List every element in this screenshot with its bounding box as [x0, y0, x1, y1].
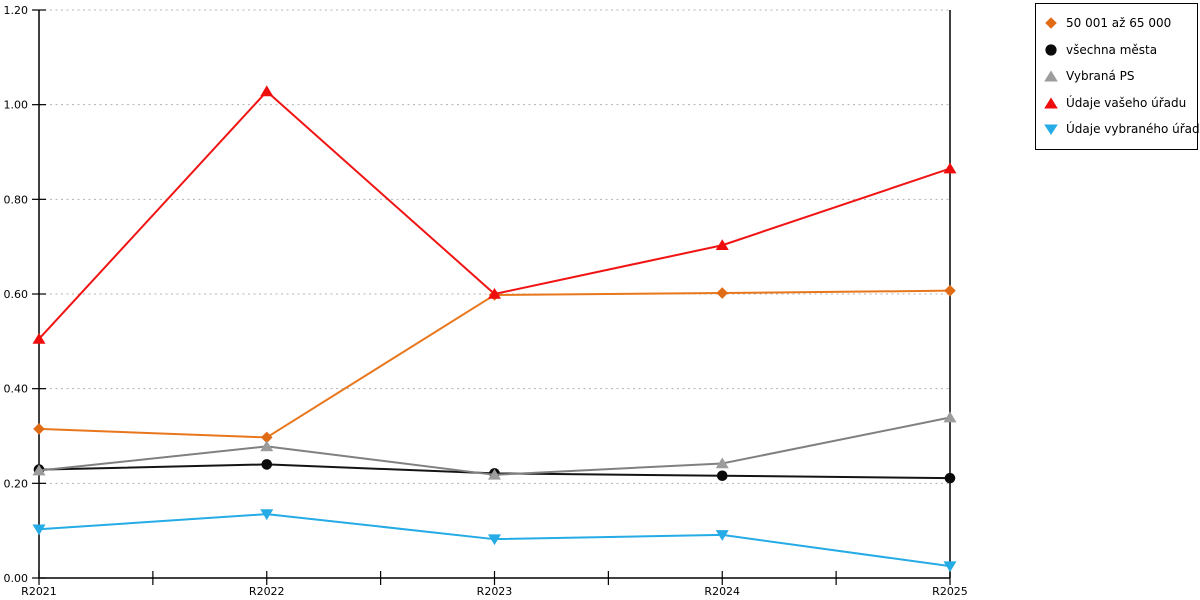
triangle-up-marker-icon [32, 464, 46, 476]
x-tick-label: R2025 [932, 585, 968, 598]
diamond-marker-icon [944, 284, 956, 297]
triangle-up-marker-icon [32, 332, 46, 344]
x-tick-label: R2023 [477, 585, 513, 598]
legend-label: 50 001 až 65 000 [1066, 16, 1172, 31]
triangle-down-marker-icon [260, 509, 274, 521]
diamond-marker-icon [260, 431, 273, 444]
triangle-up-marker-icon [943, 411, 957, 423]
y-tick-label: 0.40 [4, 383, 29, 396]
series-0-line [38, 289, 951, 439]
y-tick-label: 0.80 [4, 193, 29, 206]
circle-marker-icon [1045, 44, 1057, 56]
triangle-up-marker-icon [1044, 97, 1058, 109]
y-tick-label: 1.20 [4, 4, 29, 17]
legend-item: Údaje vybraného úřadu [1043, 116, 1200, 143]
legend-label: Údaje vybraného úřadu [1066, 122, 1200, 137]
triangle-down-marker-icon [943, 561, 957, 573]
triangle-up-marker-icon [488, 468, 501, 480]
y-tick-label: 0.60 [4, 288, 29, 301]
circle-marker-icon [716, 470, 728, 482]
legend-label: Údaje vašeho úřadu [1066, 95, 1187, 110]
diamond-marker-icon [716, 287, 729, 299]
diamond-marker-icon [1045, 17, 1057, 30]
legend-label: Vybraná PS [1066, 69, 1135, 84]
triangle-up-marker-icon [260, 440, 274, 452]
legend-item: Vybraná PS [1043, 63, 1190, 90]
x-tick-label: R2021 [21, 585, 57, 598]
triangle-up-marker-icon [715, 239, 729, 251]
triangle-up-marker-icon [488, 288, 501, 299]
triangle-down-marker-icon [488, 534, 501, 546]
diamond-marker-icon [33, 423, 45, 435]
legend: 50 001 až 65 000 všechna města Vybraná PS Ú… [1035, 3, 1200, 150]
legend-item: 50 001 až 65 000 [1043, 10, 1190, 37]
y-tick-label: 0.20 [4, 477, 29, 490]
triangle-up-marker-icon [1044, 70, 1058, 82]
legend-label: všechna města [1066, 42, 1158, 57]
x-tick-label: R2024 [704, 585, 740, 598]
x-tick-label: R2022 [249, 585, 285, 598]
y-tick-label: 0.00 [4, 572, 29, 585]
y-tick-label: 1.00 [4, 99, 29, 112]
legend-item: Údaje vašeho úřadu [1043, 90, 1190, 117]
triangle-up-marker-icon [715, 457, 729, 469]
series-3-line [38, 90, 951, 340]
triangle-down-marker-icon [715, 530, 729, 541]
triangle-up-marker-icon [260, 85, 274, 97]
legend-item: všechna města [1043, 37, 1190, 64]
triangle-down-marker-icon [1044, 124, 1058, 136]
triangle-down-marker-icon [32, 524, 46, 536]
circle-marker-icon [261, 459, 273, 470]
circle-marker-icon [944, 472, 956, 484]
triangle-up-marker-icon [943, 162, 957, 174]
